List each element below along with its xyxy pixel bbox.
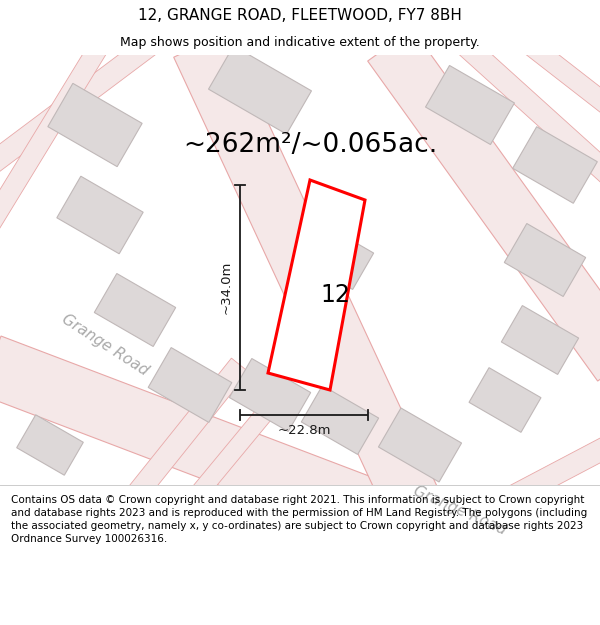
- Polygon shape: [91, 358, 248, 547]
- Polygon shape: [0, 36, 157, 174]
- Polygon shape: [458, 37, 600, 193]
- Text: Grange Road: Grange Road: [59, 311, 151, 379]
- Text: Grange Road: Grange Road: [411, 482, 509, 538]
- Polygon shape: [209, 46, 311, 134]
- Polygon shape: [524, 37, 600, 123]
- Polygon shape: [301, 386, 379, 454]
- Polygon shape: [368, 29, 600, 381]
- Polygon shape: [0, 336, 461, 569]
- Text: ~262m²/~0.065ac.: ~262m²/~0.065ac.: [183, 132, 437, 158]
- Polygon shape: [0, 40, 109, 230]
- Polygon shape: [57, 176, 143, 254]
- Polygon shape: [174, 32, 456, 552]
- Polygon shape: [48, 83, 142, 167]
- Text: Map shows position and indicative extent of the property.: Map shows position and indicative extent…: [120, 36, 480, 49]
- Polygon shape: [469, 368, 541, 432]
- Polygon shape: [229, 359, 311, 431]
- Polygon shape: [505, 224, 586, 296]
- Polygon shape: [296, 221, 374, 289]
- Polygon shape: [153, 389, 287, 546]
- Text: ~34.0m: ~34.0m: [220, 261, 233, 314]
- Polygon shape: [512, 127, 598, 203]
- Text: ~22.8m: ~22.8m: [277, 424, 331, 438]
- Polygon shape: [94, 274, 176, 346]
- Text: 12: 12: [320, 283, 350, 307]
- Polygon shape: [425, 66, 514, 144]
- Polygon shape: [268, 180, 365, 390]
- Polygon shape: [148, 348, 232, 423]
- Polygon shape: [496, 481, 600, 549]
- Polygon shape: [379, 408, 461, 482]
- Text: 12, GRANGE ROAD, FLEETWOOD, FY7 8BH: 12, GRANGE ROAD, FLEETWOOD, FY7 8BH: [138, 8, 462, 23]
- Polygon shape: [17, 415, 83, 475]
- Polygon shape: [425, 430, 600, 550]
- Polygon shape: [502, 306, 578, 374]
- Text: Contains OS data © Crown copyright and database right 2021. This information is : Contains OS data © Crown copyright and d…: [11, 495, 587, 544]
